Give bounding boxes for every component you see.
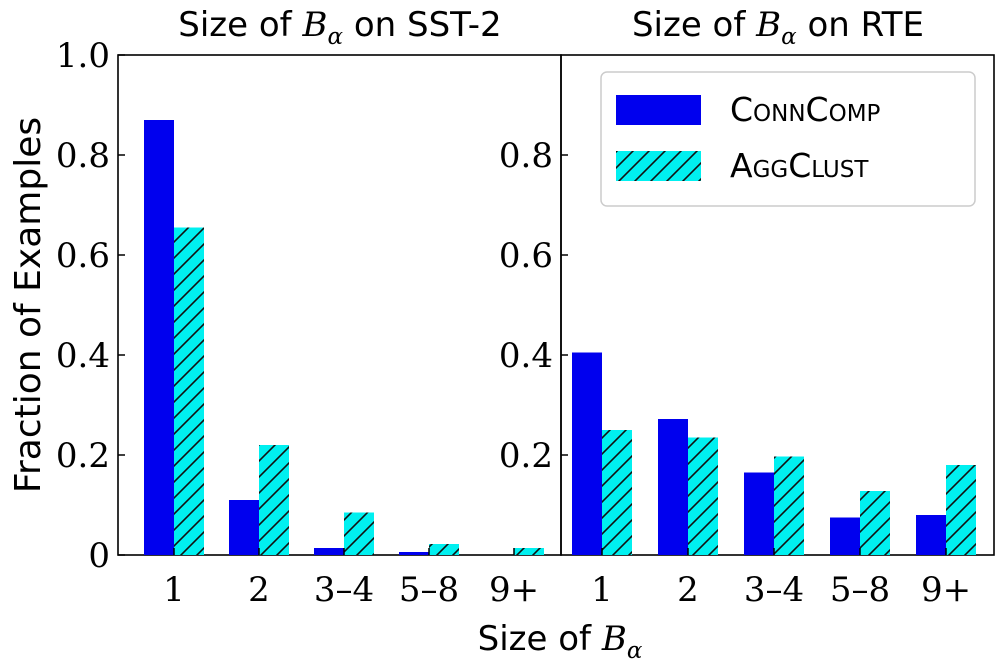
x-tick-label: 1 [591, 570, 613, 610]
bar-conncomp-0 [572, 352, 602, 555]
bar-aggclust-4 [946, 465, 976, 555]
x-tick-label: 3–4 [314, 570, 374, 610]
bar-aggclust-2 [774, 456, 804, 555]
legend-label-aggClust: AggClust [730, 146, 869, 185]
x-tick-label: 9+ [921, 570, 971, 610]
bar-aggclust-1 [688, 437, 718, 555]
x-tick-label: 3–4 [744, 570, 804, 610]
x-tick-label: 1 [163, 570, 185, 610]
bar-conncomp-3 [830, 517, 860, 555]
legend-label-connComp: ConnComp [730, 90, 881, 129]
bar-conncomp-1 [229, 500, 259, 555]
bar-aggclust-0 [174, 227, 204, 555]
bar-aggclust-4 [514, 548, 544, 555]
x-tick-label: 2 [248, 570, 270, 610]
y-tick-label: 0.4 [56, 336, 110, 376]
y-tick-label: 0.6 [499, 236, 553, 276]
bar-aggclust-3 [429, 544, 459, 555]
legend-swatch-connComp [616, 95, 701, 125]
right-panel: 0.2 0.4 0.6 0.8 1 2 3–4 5–8 9+ [499, 136, 976, 610]
x-tick-label: 5–8 [830, 570, 890, 610]
left-panel: 0 0.2 0.4 0.6 0.8 1.0 1 2 3–4 5–8 9+ [56, 36, 544, 610]
bar-conncomp-4 [916, 515, 946, 555]
legend-swatch-aggClust [616, 151, 701, 181]
y-tick-label: 0.6 [56, 236, 110, 276]
bar-aggclust-0 [602, 430, 632, 555]
y-tick-label: 0.2 [56, 436, 110, 476]
y-tick-label: 0 [88, 536, 110, 576]
bar-conncomp-3 [399, 552, 429, 555]
bar-conncomp-0 [144, 120, 174, 555]
bar-aggclust-3 [860, 491, 890, 555]
x-tick-label: 5–8 [399, 570, 459, 610]
x-tick-label: 2 [677, 570, 699, 610]
y-axis-label: Fraction of Examples [8, 117, 49, 493]
bar-conncomp-2 [744, 472, 774, 555]
legend: ConnComp AggClust [600, 71, 976, 207]
bar-aggclust-1 [259, 445, 289, 555]
y-tick-label: 0.2 [499, 436, 553, 476]
y-tick-label: 1.0 [56, 36, 110, 76]
y-tick-label: 0.4 [499, 336, 553, 376]
y-tick-label: 0.8 [56, 136, 110, 176]
bar-conncomp-2 [314, 548, 344, 555]
x-tick-label: 9+ [489, 570, 539, 610]
bar-conncomp-1 [658, 419, 688, 555]
y-tick-label: 0.8 [499, 136, 553, 176]
x-axis-label: Size of Bα [478, 619, 643, 660]
right-panel-title: Size of Bα on RTE [632, 5, 924, 50]
bar-aggclust-2 [344, 512, 374, 555]
left-panel-title: Size of Bα on SST-2 [178, 5, 501, 50]
